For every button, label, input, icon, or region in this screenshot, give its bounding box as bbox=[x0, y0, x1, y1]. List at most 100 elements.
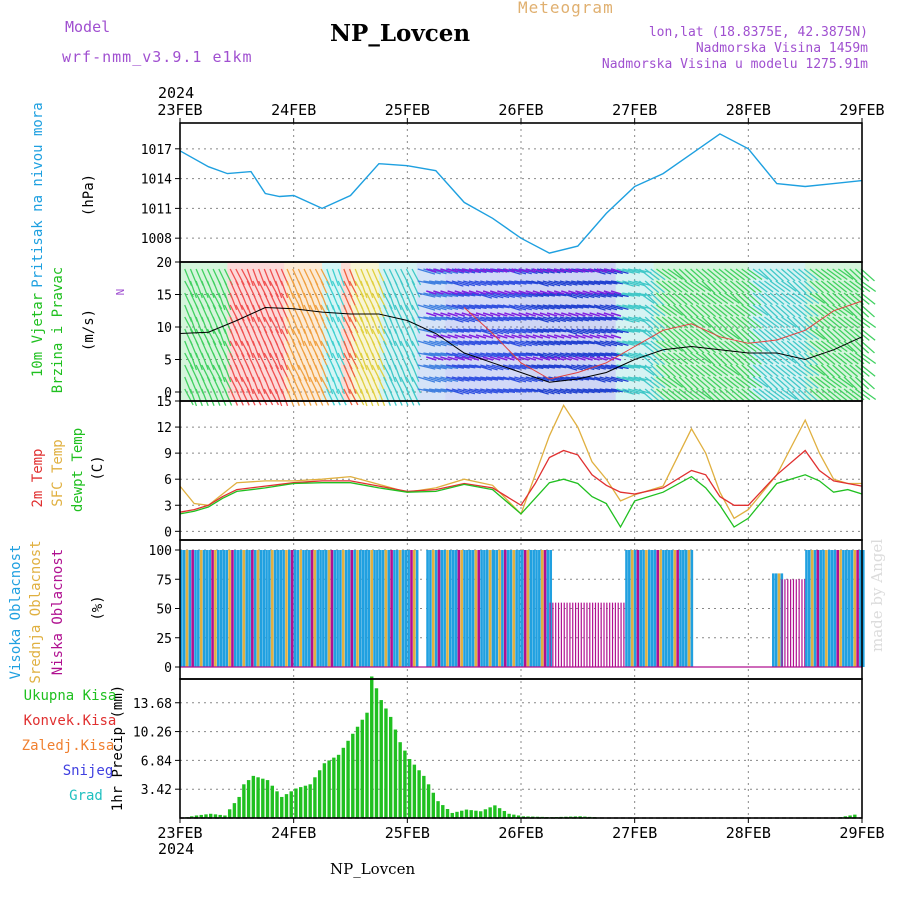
wind-barb bbox=[769, 304, 784, 318]
wind-barb bbox=[712, 316, 728, 330]
cloud-bar bbox=[333, 550, 337, 667]
wind-barb bbox=[684, 280, 700, 293]
wind-barb bbox=[269, 280, 280, 298]
wind-barb bbox=[514, 340, 532, 347]
cloud-bar bbox=[801, 579, 803, 667]
wind-barb bbox=[400, 328, 408, 347]
wind-speed-line bbox=[179, 306, 863, 383]
wind-barb bbox=[616, 388, 635, 395]
wind-barb bbox=[656, 388, 671, 401]
wind-barb bbox=[532, 334, 544, 339]
wind-barb bbox=[589, 290, 600, 295]
wind-barb bbox=[525, 340, 544, 346]
wind-barb bbox=[695, 328, 711, 341]
wind-barb bbox=[434, 292, 453, 298]
wind-barb bbox=[269, 376, 278, 394]
wind-barb bbox=[610, 328, 629, 334]
cloud-bar bbox=[656, 550, 660, 667]
wind-barb bbox=[792, 364, 808, 377]
wind-barb bbox=[314, 388, 324, 406]
wind-barb bbox=[843, 364, 859, 378]
wind-barb bbox=[457, 376, 476, 382]
wind-barb bbox=[559, 280, 578, 286]
wind-barb bbox=[729, 268, 746, 281]
wind-barb bbox=[252, 304, 260, 323]
wind-barb bbox=[514, 280, 533, 285]
wind-barb bbox=[837, 268, 854, 280]
wind-barb bbox=[423, 388, 442, 393]
wind-barb bbox=[644, 328, 659, 342]
wind-barb bbox=[280, 280, 289, 299]
wind-barb bbox=[724, 376, 740, 389]
wind-barb bbox=[798, 280, 813, 294]
cloud-bar bbox=[330, 550, 334, 667]
wind-barb bbox=[718, 388, 733, 402]
wind-barb bbox=[571, 352, 589, 358]
cloud-bar bbox=[233, 550, 237, 667]
wind-barb bbox=[622, 388, 640, 395]
wind-barb bbox=[426, 268, 437, 273]
model-elevation-label: Nadmorska Visina u modelu 1275.91m bbox=[601, 57, 868, 72]
wind-barb bbox=[553, 280, 572, 286]
wind-barb bbox=[786, 340, 802, 354]
wind-barb bbox=[485, 388, 504, 394]
wind-barb bbox=[603, 334, 615, 339]
wind-ylabel-2: Brzina i Pravac bbox=[50, 267, 66, 393]
cloud-bar bbox=[684, 550, 688, 667]
wind-barb bbox=[383, 388, 391, 406]
wind-barb bbox=[519, 376, 538, 383]
wind-barb bbox=[746, 352, 762, 365]
wind-barb bbox=[463, 388, 481, 395]
wind-barb bbox=[815, 268, 831, 281]
cloud-bar bbox=[572, 602, 574, 667]
wind-barb bbox=[423, 340, 441, 347]
wind-barb bbox=[815, 388, 830, 402]
cloud-bar bbox=[307, 550, 311, 667]
wind-barb bbox=[504, 312, 515, 317]
wind-barb bbox=[724, 364, 740, 376]
wind-barb bbox=[718, 352, 733, 366]
wind-barb bbox=[752, 388, 768, 401]
wind-barb bbox=[678, 316, 694, 329]
cloud-bar bbox=[830, 550, 834, 667]
wind-barb bbox=[292, 316, 300, 334]
precip-bar bbox=[355, 726, 360, 818]
wind-barb bbox=[633, 292, 652, 297]
wind-barb bbox=[480, 340, 499, 345]
wind-barb bbox=[792, 268, 808, 282]
wind-barb bbox=[326, 292, 335, 310]
cloud-bar bbox=[426, 550, 429, 667]
cloud-bar bbox=[774, 573, 778, 667]
cloud-bar bbox=[792, 579, 795, 667]
wind-barb bbox=[673, 292, 688, 306]
wind-barb bbox=[258, 268, 266, 287]
cloud-bar bbox=[268, 550, 271, 667]
wind-barb bbox=[803, 328, 820, 341]
wind-barb bbox=[741, 316, 757, 329]
wind-barb bbox=[650, 376, 666, 389]
wind-barb bbox=[548, 376, 567, 382]
wind-barb bbox=[502, 388, 521, 393]
wind-barb bbox=[684, 292, 700, 305]
cloud-bar bbox=[509, 550, 513, 667]
wind-barb bbox=[320, 328, 329, 346]
temp-ylabel-sfc: SFC Temp bbox=[50, 439, 66, 506]
wind-barb bbox=[724, 352, 739, 366]
wind-barb bbox=[461, 356, 473, 361]
wind-barb bbox=[718, 328, 734, 341]
wind-barb bbox=[764, 328, 779, 342]
wind-barb bbox=[746, 364, 762, 378]
wind-barb bbox=[423, 316, 442, 321]
wind-barb bbox=[440, 364, 459, 370]
wind-barb bbox=[678, 352, 694, 365]
x-tick-label-bottom: 25FEB bbox=[385, 824, 430, 842]
wind-barb bbox=[724, 388, 739, 402]
wind-barb bbox=[491, 280, 510, 286]
wind-barb bbox=[650, 292, 665, 306]
wind-barb bbox=[542, 364, 561, 369]
wind-barb bbox=[735, 316, 751, 330]
wind-barb bbox=[297, 352, 306, 370]
wind-barb bbox=[616, 340, 635, 346]
wind-barb bbox=[582, 328, 601, 334]
precip-bar bbox=[336, 754, 341, 818]
